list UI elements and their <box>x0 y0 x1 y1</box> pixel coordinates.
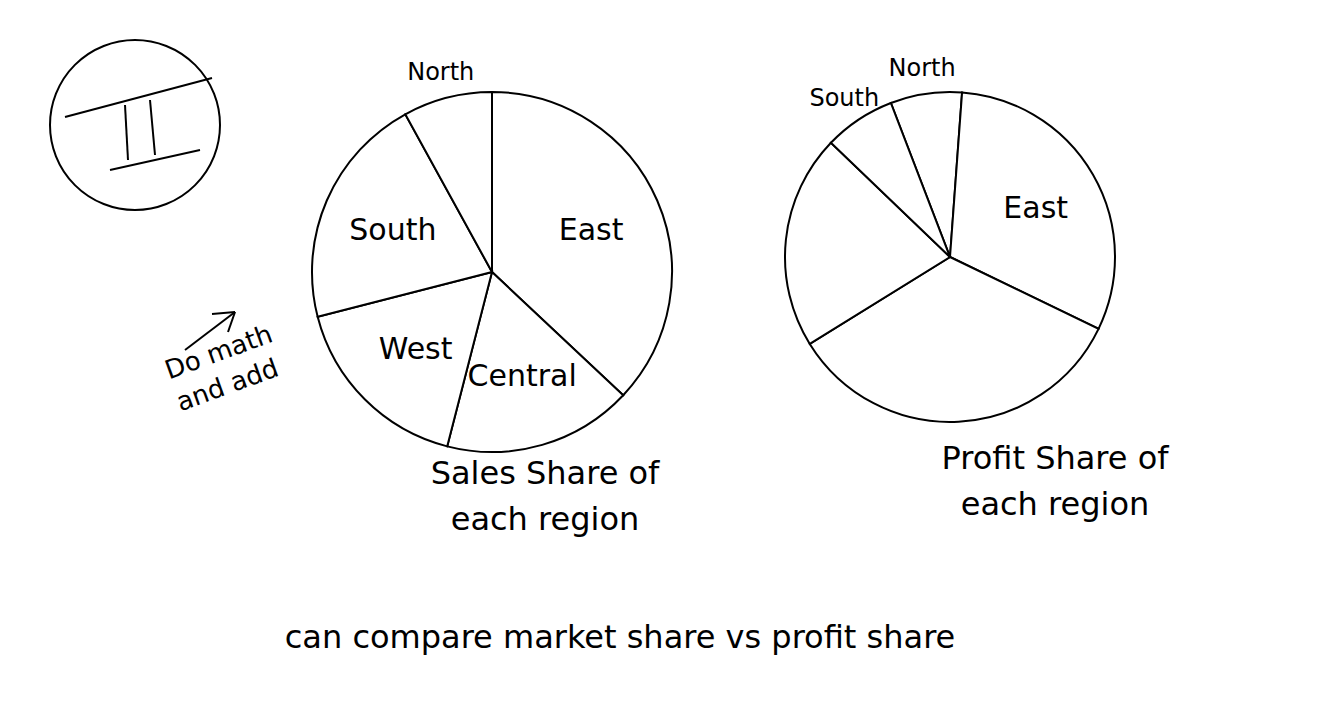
svg-text:East: East <box>559 212 624 247</box>
svg-text:West: West <box>379 331 453 366</box>
svg-text:North: North <box>407 58 474 86</box>
svg-text:South: South <box>349 212 436 247</box>
svg-text:South: South <box>809 84 879 112</box>
html-text:Do math and add: Do math and add <box>160 318 283 417</box>
svg-text:North: North <box>889 54 956 82</box>
svg-text:East: East <box>1003 190 1068 225</box>
html-text:Profit Share of each region: Profit Share of each region <box>941 439 1169 523</box>
svg-text:Central: Central <box>468 358 577 393</box>
html-text:can compare market share vs pr: can compare market share vs profit share <box>284 618 956 656</box>
html-text:Sales Share of each region: Sales Share of each region <box>430 454 660 538</box>
